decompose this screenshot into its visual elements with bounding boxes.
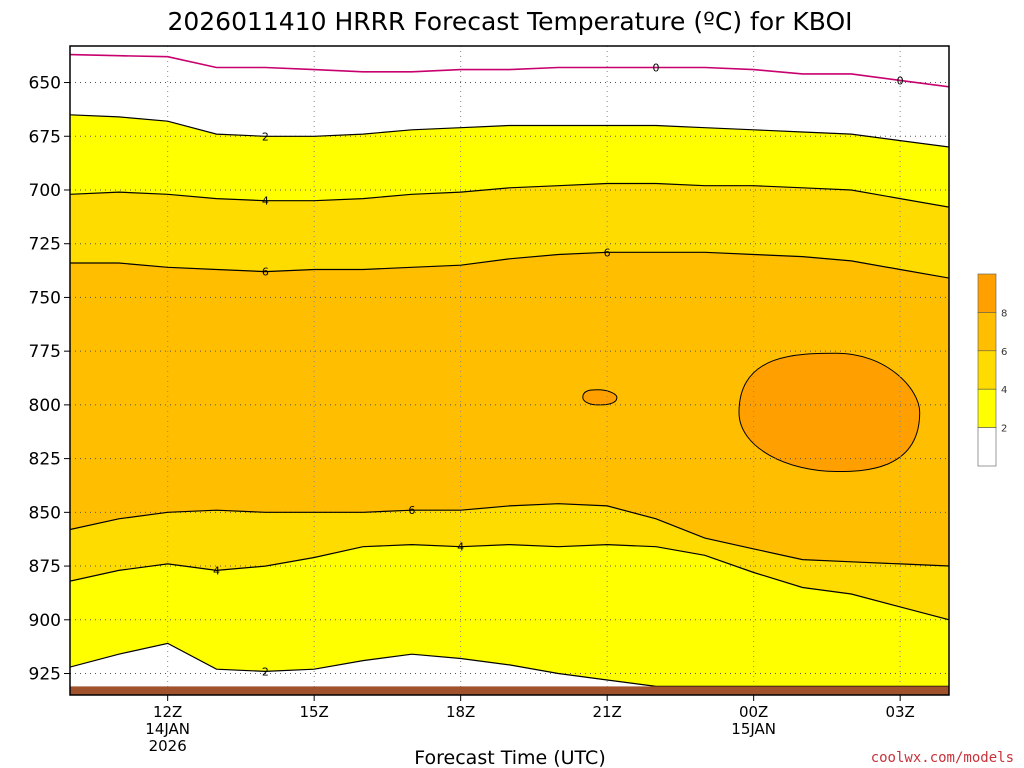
isotherm-4-line-3 — [70, 182, 949, 208]
isotherm-0-line-1 — [70, 53, 949, 88]
fill-6-to-8 — [70, 252, 949, 567]
legend-label: 4 — [1001, 385, 1007, 396]
y-tick-label: 700 — [29, 181, 61, 201]
legend-swatch — [977, 427, 997, 467]
y-tick-label: 900 — [29, 611, 61, 631]
chart-title: 2026011410 HRRR Forecast Temperature (ºC… — [167, 7, 852, 36]
y-tick-label: 675 — [29, 127, 61, 147]
legend-label: 2 — [1001, 424, 1007, 435]
x-tick-label: 00Z — [739, 703, 768, 721]
x-tick-label: 15Z — [299, 703, 328, 721]
legend-swatch — [977, 312, 997, 352]
x-tick-label: 03Z — [885, 703, 914, 721]
x-tick-label: 14JAN — [145, 720, 190, 738]
x-tick-label: 18Z — [446, 703, 475, 721]
y-tick-label: 925 — [29, 665, 61, 685]
legend-swatch — [977, 273, 997, 313]
temperature-fill-layer — [70, 46, 949, 695]
isotherm-2-line-2 — [70, 114, 949, 148]
y-tick-label: 850 — [29, 503, 61, 523]
isotherm-label: 6 — [604, 246, 611, 259]
legend-label: 8 — [1001, 308, 1007, 319]
warm-core-2 — [582, 389, 618, 406]
plot-frame — [69, 45, 950, 696]
isotherm-4-line-6 — [70, 543, 949, 621]
color-legend: 2 4 6 8 — [977, 273, 1007, 467]
isotherm-label: 4 — [262, 195, 269, 208]
dotted-gridlines — [70, 46, 949, 695]
x-tick-label: 2026 — [149, 737, 187, 755]
legend-swatch — [977, 388, 997, 428]
isotherm-labels: 0 0 2 4 6 6 6 4 4 2 — [213, 61, 904, 678]
isotherm-lines — [70, 53, 949, 688]
credit-text: coolwx.com/models — [871, 750, 1014, 766]
isotherm-label: 0 — [653, 61, 660, 74]
isotherm-label: 4 — [457, 541, 464, 554]
y-tick-label: 650 — [29, 74, 61, 94]
y-tick-label: 775 — [29, 342, 61, 362]
isotherm-label: 6 — [262, 266, 269, 279]
ground-fill — [70, 686, 949, 695]
isotherm-label: 0 — [897, 74, 904, 87]
x-tick-label: 15JAN — [731, 720, 776, 738]
x-tick-label: 21Z — [592, 703, 621, 721]
y-axis: 650 675 700 725 750 775 800 825 850 875 900 925 — [29, 74, 70, 685]
isotherm-label: 2 — [262, 130, 269, 143]
legend-label: 6 — [1001, 347, 1007, 358]
y-tick-label: 875 — [29, 557, 61, 577]
isotherm-label: 6 — [408, 504, 415, 517]
isotherm-2-line-7 — [70, 642, 949, 688]
y-tick-label: 750 — [29, 288, 61, 308]
warm-core-1 — [738, 352, 921, 473]
y-tick-label: 825 — [29, 450, 61, 470]
ground-layer — [70, 686, 949, 695]
y-tick-label: 725 — [29, 235, 61, 255]
x-tick-label: 12Z — [153, 703, 182, 721]
isotherm-label: 4 — [213, 564, 220, 577]
y-tick-label: 800 — [29, 396, 61, 416]
isotherm-6-line-5 — [70, 503, 949, 567]
isotherm-label: 2 — [262, 665, 269, 678]
legend-swatch — [977, 350, 997, 390]
x-axis-label: Forecast Time (UTC) — [414, 747, 605, 768]
isotherm-6-line-4 — [70, 251, 949, 279]
